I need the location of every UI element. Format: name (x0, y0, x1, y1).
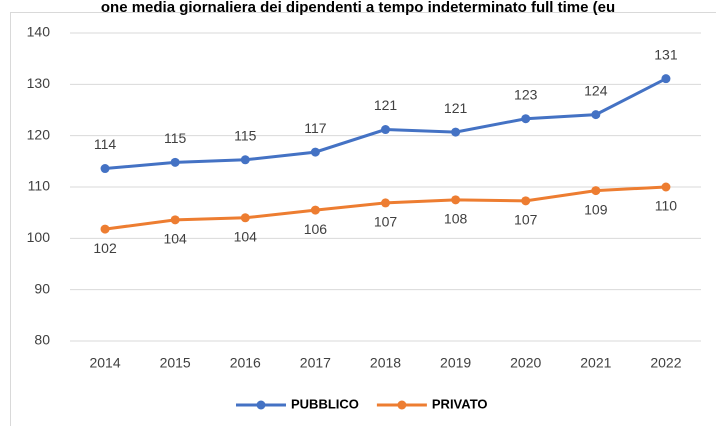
y-tick-label: 100 (27, 229, 51, 245)
x-tick-label: 2015 (160, 355, 191, 371)
data-label: 124 (584, 82, 608, 98)
marker (240, 155, 250, 165)
data-label: 121 (444, 100, 468, 116)
data-label: 102 (93, 240, 117, 256)
data-label: 107 (514, 212, 538, 228)
x-tick-label: 2014 (89, 355, 120, 371)
x-tick-label: 2019 (440, 355, 471, 371)
y-tick-label: 110 (28, 178, 51, 194)
x-tick-label: 2021 (580, 355, 611, 371)
marker (521, 196, 531, 206)
marker (381, 198, 390, 208)
data-label: 106 (304, 221, 328, 237)
data-label: 115 (164, 130, 187, 146)
x-tick-label: 2022 (650, 355, 681, 371)
marker (521, 114, 531, 124)
x-tick-label: 2017 (300, 355, 331, 371)
data-label: 114 (94, 136, 117, 152)
marker (100, 224, 110, 234)
legend-label: PRIVATO (432, 396, 488, 411)
marker (591, 186, 601, 196)
marker (661, 74, 671, 84)
x-tick-label: 2016 (230, 355, 261, 371)
legend-marker (397, 400, 407, 410)
data-label: 107 (374, 214, 398, 230)
data-label: 131 (654, 46, 678, 62)
marker (170, 157, 180, 167)
marker (310, 205, 320, 215)
data-label: 117 (304, 120, 327, 136)
data-label: 110 (655, 198, 678, 214)
marker (240, 213, 250, 223)
data-label: 115 (234, 127, 257, 143)
marker (170, 215, 180, 225)
legend-marker (256, 400, 266, 410)
marker (310, 147, 320, 157)
data-label: 108 (444, 211, 468, 227)
marker (451, 127, 461, 137)
y-tick-label: 140 (27, 24, 51, 40)
x-tick-label: 2020 (510, 355, 541, 371)
marker (100, 164, 110, 174)
marker (661, 182, 671, 192)
marker (591, 110, 601, 120)
data-label: 104 (163, 231, 187, 247)
marker (451, 195, 461, 205)
series-line (104, 77, 667, 171)
chart-frame (10, 12, 716, 426)
marker (381, 125, 390, 135)
y-tick-label: 120 (27, 126, 51, 142)
data-label: 121 (374, 97, 398, 113)
y-tick-label: 130 (27, 75, 51, 91)
legend-label: PUBBLICO (291, 396, 359, 411)
data-label: 109 (584, 201, 608, 217)
data-label: 123 (514, 86, 538, 102)
data-label: 104 (234, 229, 258, 245)
chart-title: one media giornaliera dei dipendenti a t… (101, 0, 615, 16)
x-tick-label: 2018 (370, 355, 401, 371)
y-tick-label: 80 (34, 332, 50, 348)
y-tick-label: 90 (34, 280, 50, 296)
